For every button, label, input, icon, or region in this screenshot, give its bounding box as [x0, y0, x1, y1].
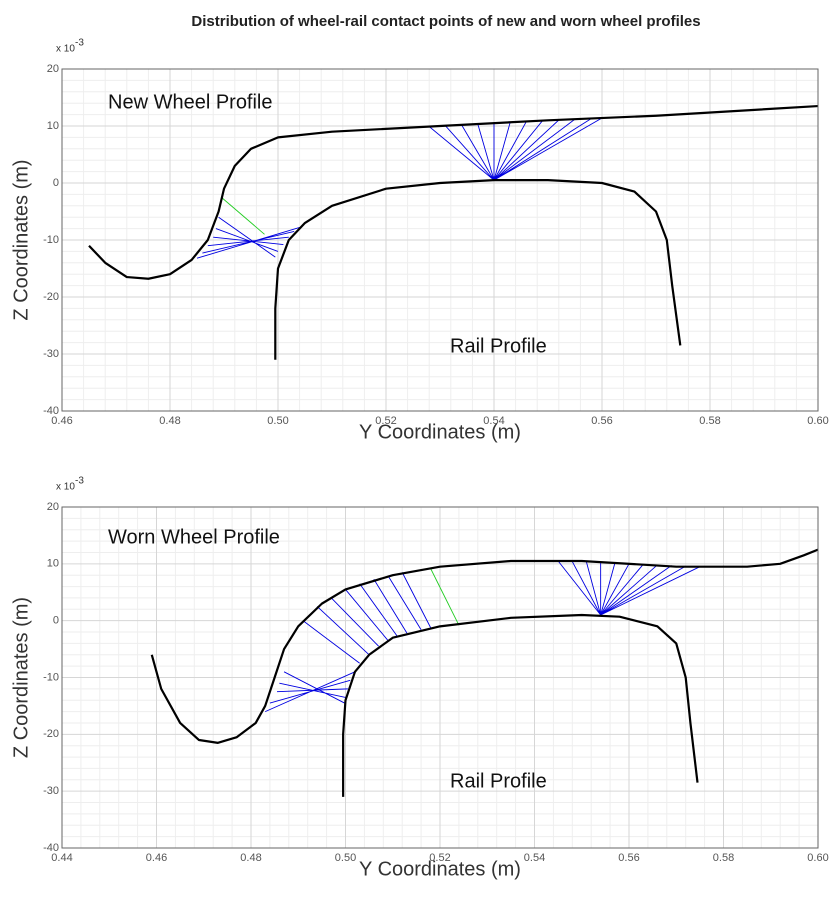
annotation: Rail Profile	[450, 335, 547, 357]
contact-line	[430, 568, 460, 626]
x-tick-label: 0.60	[807, 415, 828, 427]
annotation: Worn Wheel Profile	[108, 526, 280, 548]
annotation: New Wheel Profile	[108, 91, 273, 113]
y-scale-base: x 10	[56, 482, 75, 493]
x-axis-label: Y Coordinates (m)	[359, 858, 521, 880]
x-tick-label: 0.54	[524, 852, 545, 864]
plot-frame	[61, 506, 819, 849]
x-tick-label: 0.46	[146, 852, 167, 864]
y-tick-label: -20	[43, 728, 59, 740]
profile-line	[150, 548, 819, 744]
y-scale-exponent: -3	[75, 38, 84, 49]
profile-line	[88, 104, 819, 280]
x-tick-label: 0.60	[807, 852, 828, 864]
x-tick-label: 0.56	[618, 852, 639, 864]
annotation: Rail Profile	[450, 770, 547, 792]
contact-line	[221, 196, 265, 235]
x-tick-label: 0.56	[591, 415, 612, 427]
y-tick-label: -30	[43, 785, 59, 797]
profile-line	[274, 179, 682, 360]
y-scale-base: x 10	[56, 44, 75, 55]
plot-area	[61, 68, 819, 412]
y-tick-label: -10	[43, 671, 59, 683]
x-tick-label: 0.54	[483, 415, 504, 427]
y-scale-exponent: -3	[75, 476, 84, 487]
x-tick-label: 0.52	[375, 415, 396, 427]
y-tick-label: 10	[47, 120, 59, 132]
y-tick-label: -30	[43, 348, 59, 360]
y-tick-label: 10	[47, 558, 59, 570]
x-tick-label: 0.44	[51, 852, 72, 864]
x-tick-label: 0.50	[335, 852, 356, 864]
profile-line	[342, 613, 699, 797]
contact-line	[264, 560, 701, 713]
x-tick-label: 0.58	[699, 415, 720, 427]
y-tick-label: -20	[43, 291, 59, 303]
figure-title: Distribution of wheel-rail contact point…	[191, 13, 700, 30]
x-axis-label: Y Coordinates (m)	[359, 421, 521, 443]
y-axis-label: Z Coordinates (m)	[10, 597, 32, 758]
contact-line	[196, 117, 603, 259]
y-tick-label: -40	[43, 842, 59, 854]
x-tick-label: 0.46	[51, 415, 72, 427]
x-tick-label: 0.48	[240, 852, 261, 864]
plot-area	[61, 506, 819, 849]
y-tick-label: 0	[53, 177, 59, 189]
y-tick-label: 20	[47, 501, 59, 513]
x-tick-label: 0.58	[713, 852, 734, 864]
y-tick-label: -10	[43, 234, 59, 246]
y-tick-label: 0	[53, 615, 59, 627]
y-tick-label: 20	[47, 63, 59, 75]
x-tick-label: 0.50	[267, 415, 288, 427]
x-tick-label: 0.48	[159, 415, 180, 427]
y-tick-label: -40	[43, 405, 59, 417]
x-tick-label: 0.52	[429, 852, 450, 864]
plot-frame	[61, 68, 819, 412]
y-axis-label: Z Coordinates (m)	[10, 159, 32, 320]
